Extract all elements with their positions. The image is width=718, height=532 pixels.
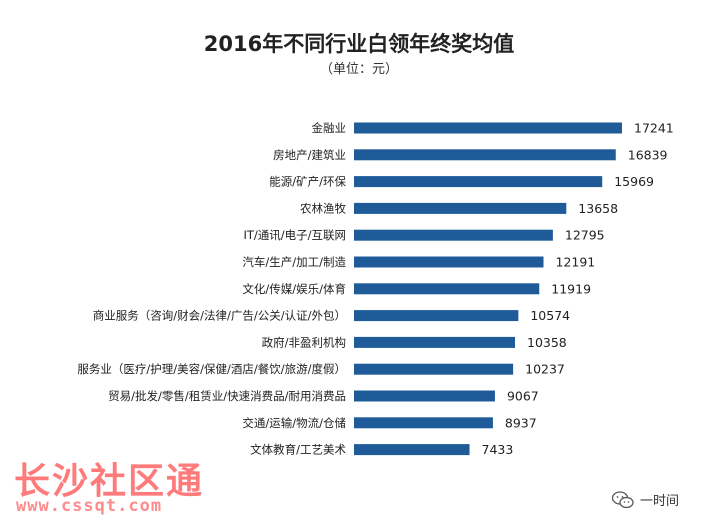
category-label: 交通/运输/物流/仓储 [242, 416, 346, 430]
value-label: 16839 [628, 147, 668, 162]
bar [354, 417, 493, 429]
value-label: 10358 [527, 335, 567, 350]
bar [354, 363, 514, 375]
chart-title: 2016年不同行业白领年终奖均值 [203, 32, 515, 56]
bar [354, 283, 540, 295]
value-label: 11919 [551, 281, 591, 296]
bar [354, 310, 519, 322]
bar [354, 122, 622, 134]
value-label: 12191 [556, 255, 596, 270]
value-label: 12795 [565, 228, 605, 243]
wechat-icon [612, 490, 634, 508]
value-label: 8937 [505, 415, 537, 430]
plot-area: 金融业 17241 房地产/建筑业 16839 能源/矿产/环保 15969 农林渔牧 136… [77, 121, 673, 458]
watermark-site-name: 长沙社区通 [14, 461, 205, 502]
value-label: 10574 [530, 308, 570, 323]
bar [354, 176, 603, 188]
bar [354, 256, 544, 268]
category-label: 文体教育/工艺美术 [250, 443, 346, 457]
value-label: 10237 [525, 362, 565, 377]
bar [354, 229, 553, 241]
category-label: 汽车/生产/加工/制造 [242, 255, 346, 269]
watermark-url: www.cssqt.com [16, 496, 163, 516]
bar [354, 202, 567, 214]
category-label: IT/通讯/电子/互联网 [243, 228, 346, 242]
value-label: 17241 [634, 121, 674, 136]
category-label: 房地产/建筑业 [273, 148, 346, 162]
value-label: 7433 [482, 442, 514, 457]
bar [354, 336, 516, 348]
category-label: 服务业（医疗/护理/美容/保健/酒店/餐饮/旅游/度假） [77, 362, 346, 376]
category-label: 农林渔牧 [300, 201, 346, 215]
value-label: 9067 [507, 389, 539, 404]
bar [354, 390, 495, 402]
category-label: 贸易/批发/零售/租赁业/快速消费品/耐用消费品 [108, 389, 346, 403]
category-label: 政府/非盈利机构 [262, 335, 346, 349]
source-mark: 一时间 [612, 490, 679, 509]
value-label: 13658 [578, 201, 618, 216]
value-label: 15969 [614, 174, 654, 189]
category-label: 商业服务（咨询/财会/法律/广告/公关/认证/外包） [93, 309, 346, 323]
bar [354, 444, 470, 456]
category-label: 能源/矿产/环保 [269, 175, 346, 189]
bar [354, 149, 616, 161]
chart-subtitle: （单位：元） [319, 62, 398, 77]
category-label: 金融业 [312, 121, 347, 135]
category-label: 文化/传媒/娱乐/体育 [242, 282, 346, 296]
source-label: 一时间 [640, 494, 680, 509]
